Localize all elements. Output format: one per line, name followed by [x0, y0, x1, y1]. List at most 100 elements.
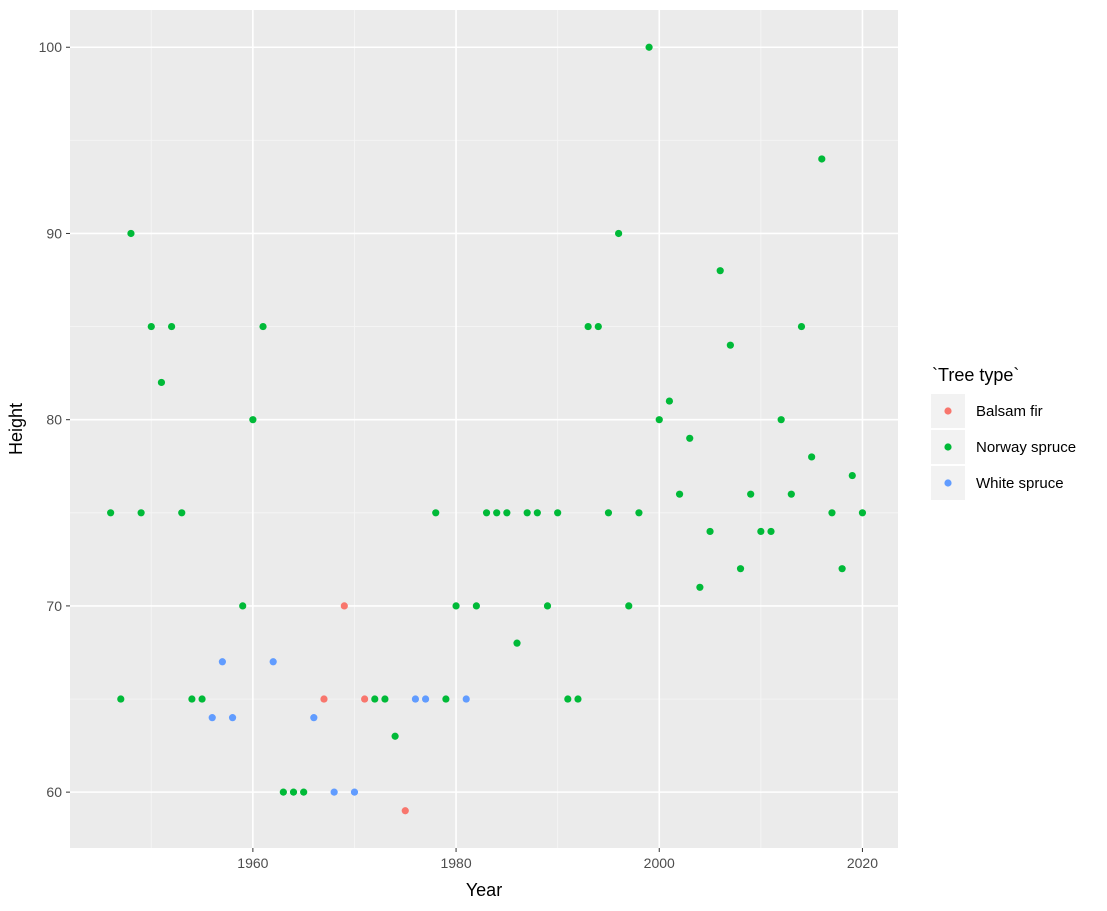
point-norway-spruce: [696, 583, 704, 591]
point-norway-spruce: [188, 695, 196, 703]
legend: `Tree type` Balsam fir Norway spruce White…: [931, 365, 1076, 500]
point-white-spruce: [350, 788, 359, 796]
point-norway-spruce: [432, 509, 440, 517]
point-norway-spruce: [503, 509, 511, 517]
y-tick-label: 70: [46, 598, 62, 614]
legend-label-norway-spruce: Norway spruce: [976, 439, 1076, 456]
y-tick-label: 100: [39, 39, 63, 55]
point-norway-spruce: [645, 43, 653, 51]
point-balsam-fir: [401, 807, 409, 815]
point-norway-spruce: [584, 322, 592, 331]
point-balsam-fir: [320, 695, 328, 703]
point-norway-spruce: [371, 695, 379, 703]
point-norway-spruce: [797, 322, 806, 331]
point-balsam-fir: [361, 695, 369, 703]
point-norway-spruce: [655, 416, 663, 424]
point-norway-spruce: [279, 788, 287, 796]
point-norway-spruce: [757, 527, 765, 536]
point-norway-spruce: [198, 695, 206, 703]
y-axis-title: Height: [6, 403, 26, 455]
point-norway-spruce: [604, 509, 613, 517]
axis-ticks: [66, 46, 863, 852]
legend-marker-white-spruce: [944, 479, 952, 487]
legend-marker-norway-spruce: [944, 443, 952, 451]
legend-title: `Tree type`: [932, 365, 1019, 385]
major-gridlines: [70, 10, 898, 848]
data-points: [107, 43, 867, 815]
point-white-spruce: [330, 788, 338, 796]
point-norway-spruce: [239, 602, 247, 610]
point-norway-spruce: [736, 565, 745, 573]
point-norway-spruce: [381, 695, 389, 703]
point-norway-spruce: [482, 509, 491, 517]
point-norway-spruce: [564, 695, 572, 703]
y-tick-labels: 60 70 80 90 100: [39, 39, 63, 800]
point-norway-spruce: [391, 732, 399, 740]
point-white-spruce: [310, 714, 318, 722]
point-norway-spruce: [848, 471, 856, 480]
point-norway-spruce: [493, 509, 501, 517]
point-norway-spruce: [726, 341, 734, 349]
panel-background: [70, 10, 898, 848]
point-norway-spruce: [137, 509, 145, 517]
x-tick-label: 1960: [237, 855, 268, 871]
point-norway-spruce: [635, 509, 643, 517]
point-norway-spruce: [513, 639, 521, 647]
point-norway-spruce: [828, 509, 836, 517]
x-tick-labels: 1960 1980 2000 2020: [237, 855, 878, 871]
point-norway-spruce: [249, 416, 257, 424]
x-axis-title: Year: [466, 880, 502, 900]
point-white-spruce: [228, 714, 237, 722]
point-white-spruce: [411, 695, 420, 703]
point-norway-spruce: [147, 322, 155, 331]
point-norway-spruce: [167, 322, 176, 331]
point-norway-spruce: [787, 490, 795, 498]
point-norway-spruce: [107, 509, 115, 517]
x-tick-label: 2000: [644, 855, 675, 871]
point-norway-spruce: [686, 434, 694, 442]
y-tick-label: 80: [46, 412, 62, 428]
point-norway-spruce: [300, 788, 308, 796]
point-white-spruce: [421, 695, 430, 703]
point-norway-spruce: [523, 509, 531, 517]
point-white-spruce: [208, 714, 216, 722]
y-tick-label: 60: [46, 784, 62, 800]
point-norway-spruce: [117, 695, 125, 703]
point-norway-spruce: [157, 378, 166, 387]
point-norway-spruce: [838, 565, 846, 573]
point-norway-spruce: [665, 397, 674, 405]
point-norway-spruce: [543, 602, 552, 610]
point-norway-spruce: [178, 509, 186, 517]
point-norway-spruce: [675, 490, 684, 498]
point-white-spruce: [218, 658, 226, 666]
point-norway-spruce: [808, 453, 816, 461]
legend-label-white-spruce: White spruce: [976, 475, 1064, 492]
legend-marker-balsam-fir: [944, 407, 952, 415]
point-norway-spruce: [259, 322, 267, 331]
legend-items: Balsam fir Norway spruce White spruce: [931, 394, 1076, 500]
point-norway-spruce: [777, 416, 785, 424]
point-norway-spruce: [615, 229, 623, 238]
point-norway-spruce: [472, 602, 480, 610]
point-norway-spruce: [452, 602, 460, 610]
point-white-spruce: [462, 695, 470, 703]
point-norway-spruce: [574, 695, 582, 703]
point-norway-spruce: [554, 509, 562, 517]
point-norway-spruce: [858, 509, 867, 517]
point-norway-spruce: [706, 527, 714, 536]
point-norway-spruce: [533, 509, 541, 517]
point-norway-spruce: [625, 602, 633, 610]
point-norway-spruce: [818, 155, 826, 163]
point-norway-spruce: [289, 788, 298, 796]
point-norway-spruce: [127, 229, 135, 238]
point-white-spruce: [269, 658, 277, 666]
point-norway-spruce: [716, 267, 724, 275]
x-tick-label: 2020: [847, 855, 878, 871]
point-norway-spruce: [747, 490, 755, 498]
y-tick-label: 90: [46, 225, 62, 241]
legend-label-balsam-fir: Balsam fir: [976, 403, 1043, 420]
point-norway-spruce: [767, 527, 775, 536]
x-tick-label: 1980: [440, 855, 471, 871]
point-norway-spruce: [442, 695, 450, 703]
